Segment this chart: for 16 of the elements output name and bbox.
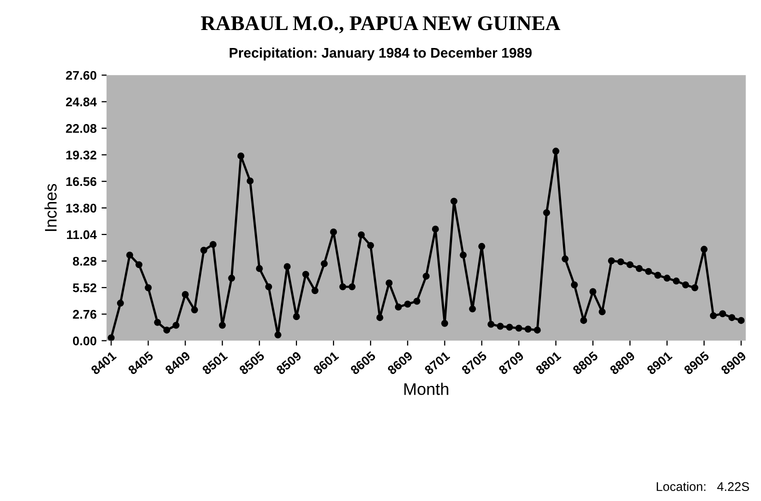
text: Location: 4.22S <box>656 482 750 492</box>
y-tick-label: 13.80 <box>66 204 96 213</box>
chart-subtitle: Precipitation: January 1984 to December 1989 <box>230 48 532 60</box>
y-tick-label: 24.84 <box>66 98 97 106</box>
y-tick-label: 22.08 <box>66 124 96 133</box>
y-tick-label: 2.76 <box>72 310 96 319</box>
y-tick-label: 5.52 <box>72 283 96 292</box>
y-tick-label: 16.56 <box>66 177 96 186</box>
y-tick-label: 0.00 <box>72 336 96 346</box>
chart-title: RABAUL M.O., PAPUA NEW GUINEA <box>200 16 560 34</box>
y-tick-label: 8.28 <box>72 256 96 266</box>
y-tick-label: 19.32 <box>66 150 96 160</box>
x-axis-title: Month <box>404 382 448 395</box>
y-tick-label: 27.60 <box>66 70 96 80</box>
y-tick-label: 11.04 <box>67 230 97 240</box>
y-axis-title: Inches <box>44 184 57 231</box>
